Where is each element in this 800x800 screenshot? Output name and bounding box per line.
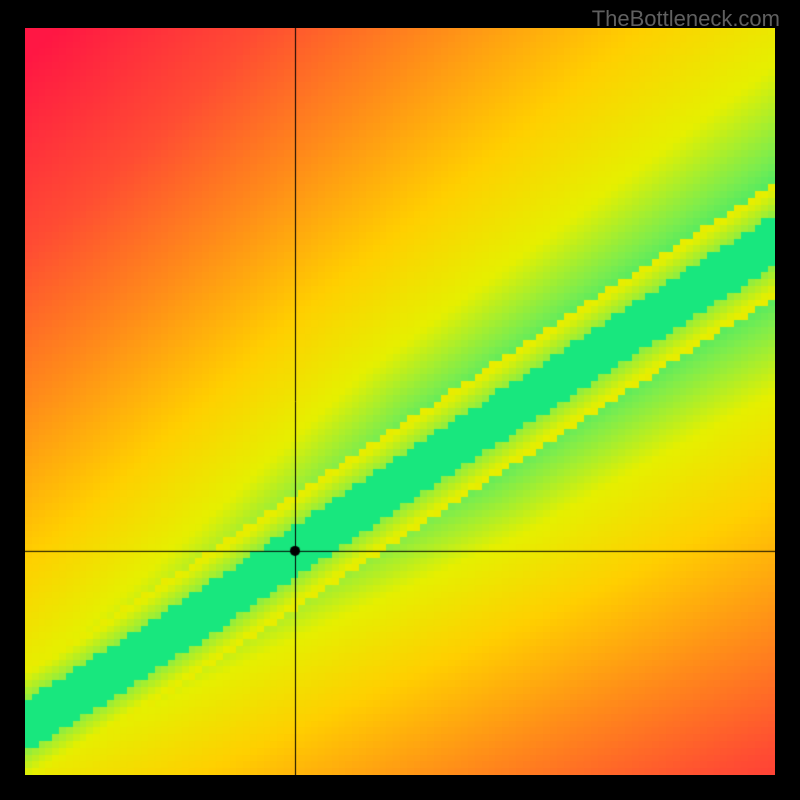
heatmap-canvas: [25, 28, 775, 775]
chart-container: TheBottleneck.com: [0, 0, 800, 800]
watermark-text: TheBottleneck.com: [592, 6, 780, 32]
heatmap-plot: [25, 28, 775, 775]
